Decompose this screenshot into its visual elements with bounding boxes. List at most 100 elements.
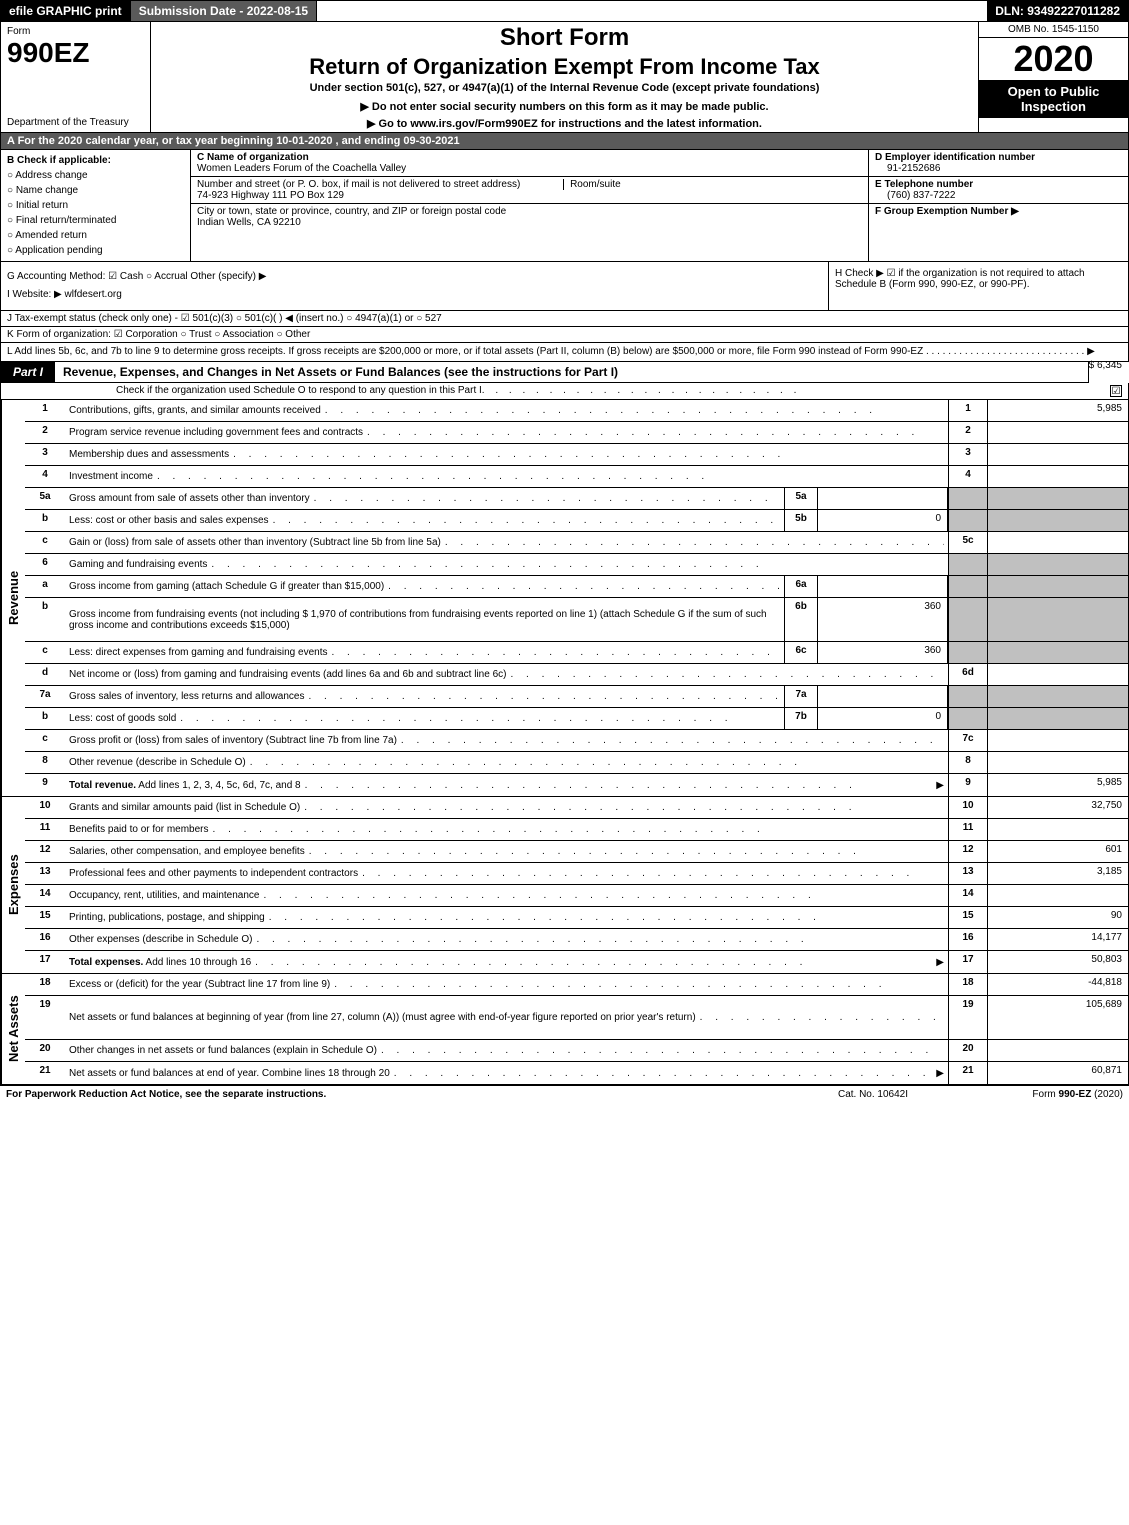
right-line-number: 3 xyxy=(948,444,988,465)
right-line-number: 6d xyxy=(948,664,988,685)
dots: . . . . . . . . . . . . . . . . . . . . … xyxy=(211,559,944,570)
right-line-number: 7c xyxy=(948,730,988,751)
city-label: City or town, state or province, country… xyxy=(197,206,506,217)
org-name-label: C Name of organization xyxy=(197,152,309,163)
right-line-number: 15 xyxy=(948,907,988,928)
l-total: $ 6,345 xyxy=(1089,359,1122,373)
line-number: 17 xyxy=(25,951,65,973)
netassets-sidelabel: Net Assets xyxy=(1,974,25,1084)
line-description: Less: direct expenses from gaming and fu… xyxy=(65,642,784,663)
sub-line-value xyxy=(818,576,948,597)
table-row: 13Professional fees and other payments t… xyxy=(25,863,1128,885)
top-bar: efile GRAPHIC print Submission Date - 20… xyxy=(0,0,1129,22)
submission-date-label: Submission Date - 2022-08-15 xyxy=(131,1,317,21)
line-description: Gain or (loss) from sale of assets other… xyxy=(65,532,948,553)
line-description: Less: cost of goods sold. . . . . . . . … xyxy=(65,708,784,729)
sub-line-number: 6c xyxy=(784,642,818,663)
line-number: 21 xyxy=(25,1062,65,1084)
org-name: Women Leaders Forum of the Coachella Val… xyxy=(197,163,406,174)
dots: . . . . . . . . . . . . . . . . . . . . … xyxy=(367,427,944,438)
sub-line-number: 7b xyxy=(784,708,818,729)
info-section: B Check if applicable: Address change Na… xyxy=(0,150,1129,262)
line-description: Gross income from gaming (attach Schedul… xyxy=(65,576,784,597)
line-number: 14 xyxy=(25,885,65,906)
line-number: 12 xyxy=(25,841,65,862)
revenue-sidelabel: Revenue xyxy=(1,400,25,796)
right-line-value: 5,985 xyxy=(988,774,1128,796)
line-description: Less: cost or other basis and sales expe… xyxy=(65,510,784,531)
part1-checkbox[interactable]: ☑ xyxy=(1110,385,1122,397)
table-row: 8Other revenue (describe in Schedule O).… xyxy=(25,752,1128,774)
right-line-number: 11 xyxy=(948,819,988,840)
table-row: bLess: cost of goods sold. . . . . . . .… xyxy=(25,708,1128,730)
table-row: aGross income from gaming (attach Schedu… xyxy=(25,576,1128,598)
dots: . . . . . . . . . . . . . . . . . . . . … xyxy=(157,471,944,482)
sub-line-number: 7a xyxy=(784,686,818,707)
dots: . . . . . . . . . . . . . . . . . . . . … xyxy=(510,669,944,680)
chk-initial-return[interactable]: Initial return xyxy=(7,198,184,213)
phone-label: E Telephone number xyxy=(875,179,1122,190)
footer-left: For Paperwork Reduction Act Notice, see … xyxy=(6,1089,783,1100)
right-line-value: 14,177 xyxy=(988,929,1128,950)
table-row: 19Net assets or fund balances at beginni… xyxy=(25,996,1128,1040)
dots: . . . . . . . . . . . . . . . . . . . . … xyxy=(325,405,944,416)
right-line-value xyxy=(988,510,1128,531)
form-number: 990EZ xyxy=(7,37,144,69)
table-row: 7aGross sales of inventory, less returns… xyxy=(25,686,1128,708)
line-number: 18 xyxy=(25,974,65,995)
chk-application-pending[interactable]: Application pending xyxy=(7,243,184,258)
line-number: 6 xyxy=(25,554,65,575)
table-row: 6Gaming and fundraising events. . . . . … xyxy=(25,554,1128,576)
part1-checkstrip: Check if the organization used Schedule … xyxy=(0,383,1129,400)
line-description: Total expenses. Add lines 10 through 16.… xyxy=(65,951,948,973)
table-row: cLess: direct expenses from gaming and f… xyxy=(25,642,1128,664)
dots: . . . . . . . . . . . . . . . . . . . . … xyxy=(482,385,1104,397)
table-row: 14Occupancy, rent, utilities, and mainte… xyxy=(25,885,1128,907)
form-header-right: OMB No. 1545-1150 2020 Open to Public In… xyxy=(978,22,1128,132)
chk-name-change[interactable]: Name change xyxy=(7,183,184,198)
right-line-number: 5c xyxy=(948,532,988,553)
dots: . . . . . . . . . . . . . . . . . . . . … xyxy=(362,868,944,879)
sub-line-value: 360 xyxy=(818,598,948,641)
right-line-value: 3,185 xyxy=(988,863,1128,884)
line-description: Gross profit or (loss) from sales of inv… xyxy=(65,730,948,751)
table-row: 1Contributions, gifts, grants, and simil… xyxy=(25,400,1128,422)
table-row: 3Membership dues and assessments. . . . … xyxy=(25,444,1128,466)
line-number: 11 xyxy=(25,819,65,840)
efile-print-label[interactable]: efile GRAPHIC print xyxy=(1,1,131,21)
line-number: b xyxy=(25,708,65,729)
sub-line-value xyxy=(818,488,948,509)
dots: . . . . . . . . . . . . . . . . . . . . … xyxy=(308,691,780,702)
right-line-number: 9 xyxy=(948,774,988,796)
chk-amended-return[interactable]: Amended return xyxy=(7,228,184,243)
phone-value: (760) 837-7222 xyxy=(875,190,1122,201)
form-title: Return of Organization Exempt From Incom… xyxy=(157,54,972,80)
arrow-icon: ▶ xyxy=(936,1068,944,1079)
dots: . . . . . . . . . . . . . . . . . . . . … xyxy=(269,912,944,923)
gh-right: H Check ▶ ☑ if the organization is not r… xyxy=(828,262,1128,310)
right-line-value xyxy=(988,752,1128,773)
ein-value: 91-2152686 xyxy=(875,163,1122,174)
topbar-spacer xyxy=(317,1,987,21)
right-line-value xyxy=(988,642,1128,663)
room-suite-label: Room/suite xyxy=(563,179,621,190)
line-description: Professional fees and other payments to … xyxy=(65,863,948,884)
right-line-number: 10 xyxy=(948,797,988,818)
table-row: 20Other changes in net assets or fund ba… xyxy=(25,1040,1128,1062)
chk-address-change[interactable]: Address change xyxy=(7,168,184,183)
line-number: c xyxy=(25,532,65,553)
ein-label: D Employer identification number xyxy=(875,152,1122,163)
line-description: Investment income. . . . . . . . . . . .… xyxy=(65,466,948,487)
box-c: C Name of organization Women Leaders For… xyxy=(191,150,868,261)
right-line-value xyxy=(988,444,1128,465)
right-line-value xyxy=(988,708,1128,729)
dots: . . . . . . . . . . . . . . . . . . . . … xyxy=(255,957,932,968)
table-row: 9Total revenue. Add lines 1, 2, 3, 4, 5c… xyxy=(25,774,1128,796)
goto-link[interactable]: ▶ Go to www.irs.gov/Form990EZ for instru… xyxy=(157,117,972,130)
dots: . . . . . . . . . . . . . . . . . . . . … xyxy=(381,1045,944,1056)
dots: . . . . . . . . . . . . . . . . . . . . … xyxy=(394,1068,933,1079)
table-row: 21Net assets or fund balances at end of … xyxy=(25,1062,1128,1084)
chk-final-return[interactable]: Final return/terminated xyxy=(7,213,184,228)
right-line-number: 16 xyxy=(948,929,988,950)
right-line-number: 13 xyxy=(948,863,988,884)
